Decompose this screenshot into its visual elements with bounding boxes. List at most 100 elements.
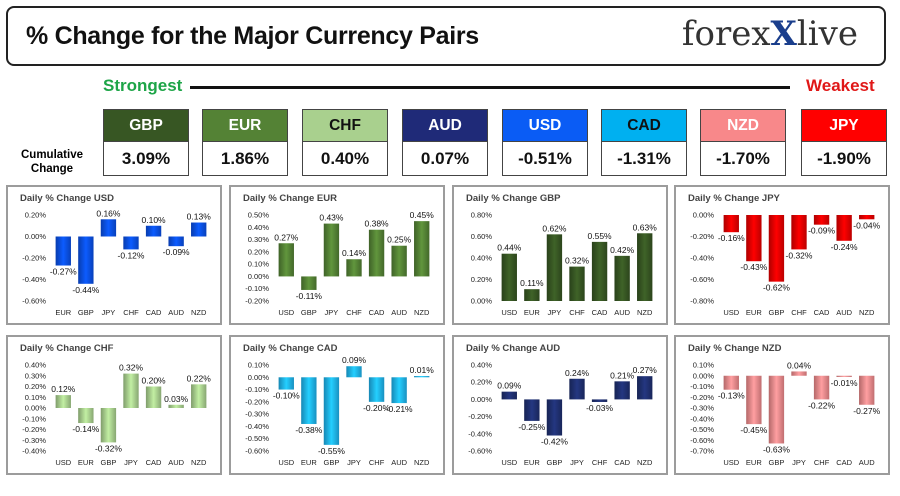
- data-label: 0.01%: [410, 365, 435, 375]
- y-tick-label: -0.60%: [22, 297, 46, 306]
- data-label: 0.09%: [342, 355, 367, 365]
- data-label: -0.27%: [853, 406, 880, 416]
- chart-gbp: Daily % Change GBP 0.80% 0.60% 0.40% 0.20% 0.…: [452, 185, 668, 325]
- bar-nzd: [414, 376, 430, 378]
- chart-chf: Daily % Change CHF 0.40% 0.30% 0.20% 0.10% 0.…: [6, 335, 222, 475]
- x-tick-label: USD: [278, 458, 294, 467]
- y-tick-label: -0.20%: [245, 397, 269, 406]
- y-tick-label: -0.50%: [690, 425, 714, 434]
- y-tick-label: 0.10%: [25, 393, 47, 402]
- bar-aud: [168, 404, 184, 408]
- chart-title: Daily % Change GBP: [466, 193, 561, 204]
- data-label: 0.32%: [119, 363, 144, 373]
- bar-cad: [836, 375, 852, 377]
- strength-tile-jpy: JPY -1.90%: [801, 109, 887, 177]
- x-tick-label: NZD: [637, 308, 653, 317]
- chart-svg: Daily % Change GBP 0.80% 0.60% 0.40% 0.20% 0.…: [466, 193, 658, 317]
- data-label: -0.16%: [718, 233, 745, 243]
- tile-value: -1.90%: [801, 142, 887, 176]
- data-label: -0.01%: [831, 378, 858, 388]
- data-label: 0.09%: [497, 381, 522, 391]
- data-label: 0.04%: [787, 360, 812, 370]
- bar-gbp: [78, 236, 94, 284]
- data-label: -0.12%: [118, 250, 145, 260]
- data-label: -0.09%: [163, 247, 190, 257]
- tile-value: 0.07%: [402, 142, 488, 176]
- x-tick-label: CAD: [369, 308, 385, 317]
- y-tick-label: 0.30%: [248, 235, 270, 244]
- chart-usd: Daily % Change USD 0.20% 0.00% -0.20% -0.40%…: [6, 185, 222, 325]
- data-label: -0.63%: [763, 444, 790, 454]
- bar-usd: [278, 377, 294, 390]
- y-tick-label: 0.80%: [471, 211, 493, 220]
- x-tick-label: EUR: [301, 458, 317, 467]
- chart-title: Daily % Change USD: [20, 193, 114, 204]
- y-tick-label: 0.00%: [248, 272, 270, 281]
- chart-jpy: Daily % Change JPY 0.00% -0.20% -0.40% -0.60…: [674, 185, 890, 325]
- strength-tile-gbp: GBP 3.09%: [103, 109, 189, 177]
- chart-svg: Daily % Change EUR 0.50% 0.40% 0.30% 0.20% 0.…: [243, 193, 434, 317]
- x-tick-label: CAD: [814, 308, 830, 317]
- data-label: -0.03%: [586, 403, 613, 413]
- y-tick-label: -0.40%: [690, 254, 714, 263]
- y-tick-label: -0.80%: [690, 297, 714, 306]
- y-tick-label: 0.10%: [248, 260, 270, 269]
- tile-value: -0.51%: [502, 142, 588, 176]
- data-label: 0.25%: [387, 235, 412, 245]
- x-tick-label: AUD: [168, 308, 184, 317]
- data-label: 0.12%: [51, 384, 76, 394]
- data-label: -0.20%: [363, 403, 390, 413]
- data-label: 0.22%: [187, 373, 212, 383]
- bar-nzd: [637, 376, 653, 400]
- data-label: 0.10%: [142, 215, 167, 225]
- x-tick-label: NZD: [414, 458, 430, 467]
- x-tick-label: CHF: [569, 308, 585, 317]
- y-tick-label: 0.20%: [25, 211, 47, 220]
- chart-svg: Daily % Change JPY 0.00% -0.20% -0.40% -0.60…: [688, 193, 881, 317]
- y-tick-label: -0.60%: [245, 447, 269, 456]
- bar-jpy: [100, 219, 117, 237]
- tile-currency: CHF: [302, 109, 388, 142]
- bar-nzd: [859, 215, 875, 220]
- data-label: -0.04%: [853, 220, 880, 230]
- y-tick-label: 0.20%: [471, 275, 493, 284]
- y-tick-label: -0.40%: [468, 429, 492, 438]
- bar-gbp: [546, 399, 563, 436]
- y-tick-label: -0.40%: [22, 447, 46, 456]
- bar-chf: [813, 375, 830, 400]
- bar-chf: [791, 215, 807, 250]
- tile-currency: USD: [502, 109, 588, 142]
- data-label: 0.63%: [633, 222, 658, 232]
- y-tick-label: 0.20%: [471, 378, 493, 387]
- tile-currency: EUR: [202, 109, 288, 142]
- data-label: 0.11%: [520, 278, 544, 288]
- cumulative-change-label: Cumulative Change: [21, 149, 83, 175]
- y-tick-label: -0.60%: [690, 275, 714, 284]
- data-label: 0.21%: [610, 370, 635, 380]
- x-tick-label: USD: [278, 308, 294, 317]
- bar-nzd: [191, 222, 207, 237]
- chart-title: Daily % Change CHF: [20, 343, 114, 354]
- x-tick-label: EUR: [746, 308, 762, 317]
- x-tick-label: AUD: [836, 308, 852, 317]
- x-tick-label: USD: [501, 308, 517, 317]
- strength-arrow-line: [190, 86, 790, 89]
- y-tick-label: 0.00%: [25, 404, 47, 413]
- bar-usd: [55, 395, 71, 408]
- data-label: -0.38%: [295, 425, 322, 435]
- chart-title: Daily % Change EUR: [243, 193, 337, 204]
- x-tick-label: CAD: [836, 458, 852, 467]
- x-tick-label: NZD: [859, 308, 875, 317]
- y-tick-label: 0.40%: [25, 361, 47, 370]
- data-label: -0.45%: [740, 425, 767, 435]
- x-tick-label: USD: [55, 458, 71, 467]
- data-label: 0.16%: [96, 208, 121, 218]
- x-tick-label: NZD: [637, 458, 653, 467]
- data-label: -0.10%: [273, 391, 300, 401]
- x-tick-label: GBP: [769, 458, 785, 467]
- y-tick-label: -0.30%: [690, 404, 714, 413]
- data-label: -0.44%: [72, 285, 99, 295]
- chart-svg: Daily % Change CAD0.10%0.00%-0.10%-0.20%…: [243, 343, 435, 467]
- x-tick-label: CHF: [791, 308, 807, 317]
- y-tick-label: -0.30%: [22, 436, 46, 445]
